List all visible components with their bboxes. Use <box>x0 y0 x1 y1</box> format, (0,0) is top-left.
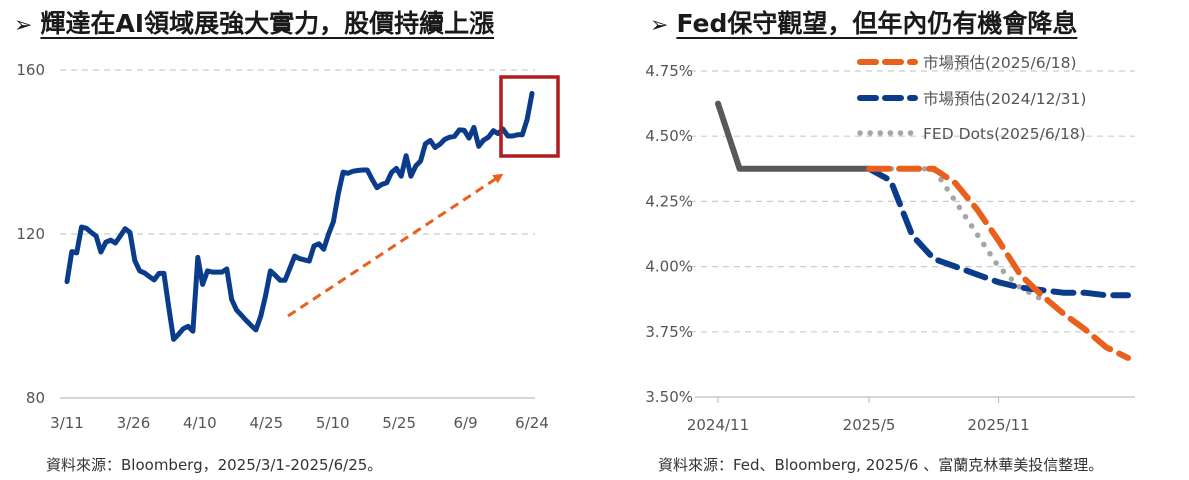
y-tick-label: 160 <box>16 61 45 79</box>
x-tick-label: 2024/11 <box>687 416 749 434</box>
title-arrow-icon: ➢ <box>650 13 669 38</box>
x-tick-label: 2025/5 <box>843 416 896 434</box>
title-arrow-icon: ➢ <box>14 13 33 38</box>
x-tick-label: 6/24 <box>515 414 549 432</box>
legend-label: 市場預估(2025/6/18) <box>923 54 1077 72</box>
x-tick-label: 2025/11 <box>967 416 1029 434</box>
trend-arrow <box>287 173 504 318</box>
y-tick-label: 4.25% <box>645 192 693 210</box>
x-tick-label: 5/10 <box>316 414 350 432</box>
right-source-note: 資料來源：Fed、Bloomberg, 2025/6 、富蘭克林華美投信整理。 <box>658 456 1104 474</box>
y-tick-label: 120 <box>16 225 45 243</box>
right-title-text: Fed保守觀望，但年內仍有機會降息 <box>676 9 1078 38</box>
left-source-note: 資料來源：Bloomberg，2025/3/1-2025/6/25。 <box>46 456 383 474</box>
market-2025-line <box>866 165 1131 361</box>
right-chart-title: ➢ Fed保守觀望，但年內仍有機會降息 <box>650 4 1077 40</box>
y-tick-label: 80 <box>26 389 45 407</box>
fed-rate-panel: ➢ Fed保守觀望，但年內仍有機會降息 3.50% 3.75% 4.00% 4.25% 4… <box>600 0 1189 480</box>
x-tick-label: 3/26 <box>117 414 151 432</box>
x-tick-label: 4/25 <box>249 414 283 432</box>
fed-rate-chart: 3.50% 3.75% 4.00% 4.25% 4.50% 4.75% 2024/11 202… <box>645 54 1135 434</box>
x-tick-label: 6/9 <box>454 414 478 432</box>
actual-rate-line <box>715 100 873 172</box>
y-tick-label: 4.00% <box>645 258 693 276</box>
left-chart-title: ➢ 輝達在AI領域展強大實力，股價持續上漲 <box>14 4 494 40</box>
x-tick-label: 3/11 <box>50 414 84 432</box>
y-tick-label: 4.75% <box>645 62 693 80</box>
legend-label: 市場預估(2024/12/31) <box>923 90 1086 108</box>
legend-label: FED Dots(2025/6/18) <box>923 125 1086 143</box>
fed-dots-line <box>866 166 1045 302</box>
highlight-box <box>499 75 560 158</box>
market-2024-line <box>866 165 1131 299</box>
y-tick-label: 4.50% <box>645 127 693 145</box>
x-tick-label: 5/25 <box>382 414 416 432</box>
y-tick-label: 3.50% <box>645 388 693 406</box>
nvidia-stock-panel: ➢ 輝達在AI領域展強大實力，股價持續上漲 80 120 160 3/11 3/26 4/1… <box>0 0 580 480</box>
y-tick-label: 3.75% <box>645 323 693 341</box>
x-tick-label: 4/10 <box>183 414 217 432</box>
nvidia-price-line <box>64 90 535 342</box>
left-title-text: 輝達在AI領域展強大實力，股價持續上漲 <box>40 9 495 38</box>
nvidia-price-chart: 80 120 160 3/11 3/26 4/10 4/25 5/10 5/25 6/9 6/24 <box>16 61 560 432</box>
